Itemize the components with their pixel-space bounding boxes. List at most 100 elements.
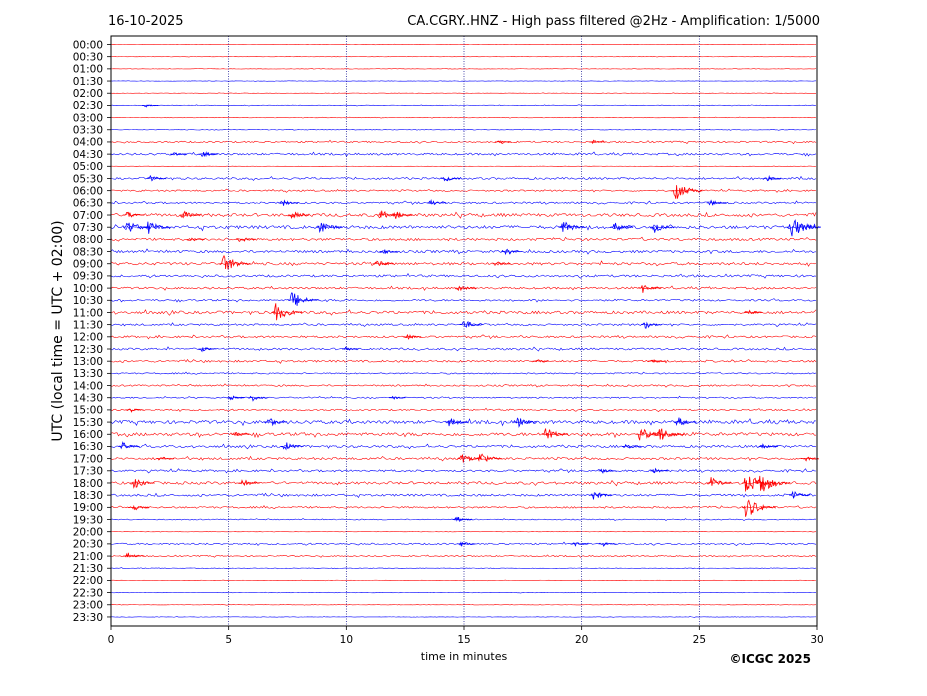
chart-title: CA.CGRY..HNZ - High pass filtered @2Hz -… <box>407 14 820 29</box>
event-1530-48 <box>445 418 469 427</box>
trace-row-1100 <box>110 309 817 316</box>
event-1800-65 <box>130 479 155 489</box>
y-tick-label: 22:00 <box>73 575 103 587</box>
trace-row-1730 <box>110 468 817 474</box>
trace-row-0830 <box>110 248 817 255</box>
trace-row-2100 <box>110 554 817 558</box>
event-1600-51 <box>231 431 250 437</box>
event-2100-78 <box>123 552 145 558</box>
trace-row-0730 <box>110 223 817 232</box>
trace-row-0330 <box>110 128 817 131</box>
y-tick-label: 15:30 <box>73 417 103 429</box>
event-0900-28 <box>219 254 251 270</box>
y-tick-label: 12:30 <box>73 344 103 356</box>
event-1230-39 <box>198 346 217 353</box>
y-tick-label: 03:30 <box>73 125 103 137</box>
y-tick-label: 14:00 <box>73 380 103 392</box>
vertical-gridlines <box>228 36 700 626</box>
y-tick-label: 15:00 <box>73 405 103 417</box>
y-tick-label: 05:00 <box>73 161 103 173</box>
y-tick-label: 21:30 <box>73 563 103 575</box>
event-1630-56 <box>280 442 304 451</box>
trace-row-1230 <box>110 346 817 352</box>
event-0730-23 <box>786 219 822 237</box>
event-1130-37 <box>640 321 663 329</box>
trace-row-2300 <box>110 604 817 606</box>
event-1900-73 <box>742 499 777 517</box>
trace-row-1600 <box>110 431 817 439</box>
trace-row-0030 <box>110 55 817 58</box>
trace-row-1500 <box>110 407 817 412</box>
y-tick-label: 02:00 <box>73 88 103 100</box>
y-tick-label: 08:00 <box>73 234 103 246</box>
trace-row-1530 <box>110 418 817 427</box>
event-1630-58 <box>758 443 779 449</box>
trace-row-1130 <box>110 322 817 327</box>
y-tick-label: 00:30 <box>73 51 103 63</box>
event-0530-7 <box>763 174 782 182</box>
event-0700-13 <box>179 210 201 219</box>
y-tick-label: 23:30 <box>73 612 103 624</box>
event-1900-72 <box>127 504 150 511</box>
y-tick-label: 06:00 <box>73 185 103 197</box>
event-0530-5 <box>146 174 167 182</box>
trace-row-0100 <box>110 68 817 70</box>
trace-row-1900 <box>110 505 817 509</box>
event-1030-33 <box>287 292 319 306</box>
y-tick-label: 09:00 <box>73 259 103 271</box>
trace-row-0900 <box>110 260 817 267</box>
event-0630-11 <box>706 199 727 206</box>
event-0630-10 <box>426 198 447 206</box>
y-tick-label: 18:30 <box>73 490 103 502</box>
event-0700-16 <box>391 211 413 219</box>
event-0630-9 <box>278 199 299 206</box>
event-0800-25 <box>236 237 256 242</box>
event-0730-20 <box>558 221 585 232</box>
trace-row-1800 <box>110 479 817 487</box>
event-1300-42 <box>647 359 666 363</box>
x-tick-label: 10 <box>340 634 353 646</box>
event-1830-71 <box>789 490 811 499</box>
x-tick-label: 0 <box>108 634 115 646</box>
y-tick-label: 02:30 <box>73 100 103 112</box>
trace-row-0700 <box>110 211 817 219</box>
event-1300-41 <box>532 359 550 363</box>
y-tick-label: 14:30 <box>73 393 103 405</box>
event-0830-26 <box>379 249 398 255</box>
y-axis-label: UTC (local time = UTC + 02:00) <box>50 220 66 441</box>
y-tick-label: 22:30 <box>73 587 103 599</box>
event-0400-2 <box>589 139 606 145</box>
event-0400-1 <box>494 140 512 144</box>
trace-row-1000 <box>110 285 817 291</box>
y-tick-label: 08:30 <box>73 246 103 258</box>
event-0700-12 <box>123 211 145 218</box>
event-1730-63 <box>598 468 617 474</box>
y-tick-label: 04:00 <box>73 137 103 149</box>
trace-row-0930 <box>110 272 817 279</box>
trace-row-2000 <box>110 530 817 533</box>
event-1930-74 <box>452 516 473 522</box>
y-tick-label: 21:00 <box>73 551 103 563</box>
trace-row-0400 <box>110 139 817 145</box>
y-tick-label: 11:00 <box>73 307 103 319</box>
event-1800-66 <box>238 479 260 487</box>
x-axis-label: time in minutes <box>421 650 508 663</box>
event-1630-55 <box>118 441 140 450</box>
x-ticks: 0 5 10 15 20 25 30 <box>108 626 824 646</box>
seismogram-traces <box>110 43 822 618</box>
event-1800-69 <box>756 475 791 492</box>
event-1000-31 <box>454 285 477 292</box>
event-0900-30 <box>492 261 511 266</box>
y-tick-label: 10:00 <box>73 283 103 295</box>
trace-row-0600 <box>110 188 817 193</box>
trace-row-0500 <box>110 165 817 168</box>
event-1430-45 <box>389 395 406 400</box>
event-1430-43 <box>226 395 245 401</box>
y-tick-label: 20:00 <box>73 527 103 539</box>
event-0600-8 <box>671 185 703 199</box>
trace-row-2130 <box>110 567 817 570</box>
event-1430-44 <box>247 395 268 402</box>
event-1100-35 <box>744 309 763 315</box>
event-1700-60 <box>457 454 482 463</box>
event-1530-49 <box>513 417 537 428</box>
